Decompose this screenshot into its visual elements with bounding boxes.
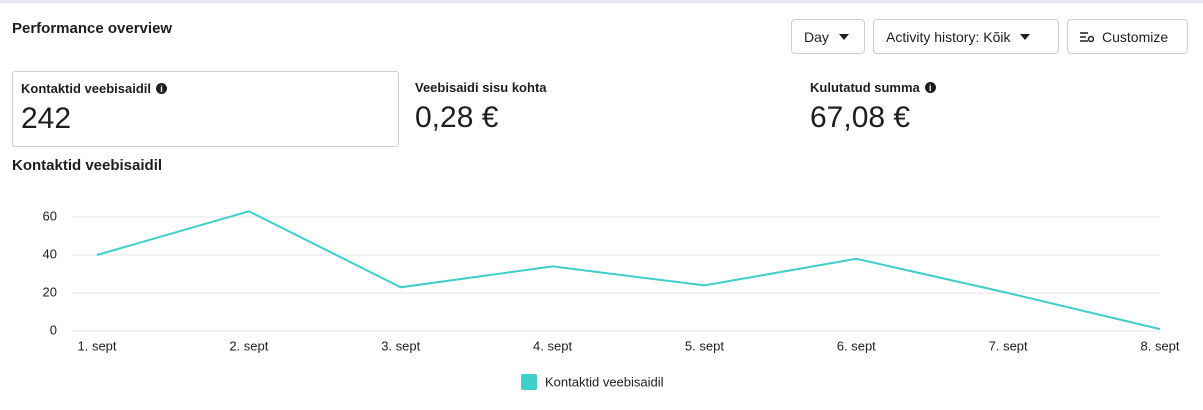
dropdown-icon xyxy=(1020,33,1031,40)
metric-card[interactable]: Kontaktid veebisaidil i 242 xyxy=(12,71,399,147)
metric-label: Kontaktid veebisaidil xyxy=(21,81,152,96)
x-tick-label: 3. sept xyxy=(381,338,420,353)
page-title: Performance overview xyxy=(12,20,173,37)
metric-label: Veebisaidi sisu kohta xyxy=(415,80,547,95)
x-tick-label: 4. sept xyxy=(533,338,572,353)
metric-card[interactable]: Veebisaidi sisu kohta 0,28 € xyxy=(407,71,787,147)
y-tick-label: 60 xyxy=(43,208,57,223)
y-tick-label: 0 xyxy=(50,322,57,337)
button-label: Customize xyxy=(1102,28,1169,45)
x-tick-label: 7. sept xyxy=(989,338,1028,353)
x-tick-label: 5. sept xyxy=(685,338,724,353)
x-tick-label: 8. sept xyxy=(1140,338,1179,353)
metric-label: Kulutatud summa xyxy=(810,80,920,95)
period-button[interactable]: Day xyxy=(791,19,865,54)
x-tick-label: 2. sept xyxy=(229,338,268,353)
metric-value: 242 xyxy=(21,102,72,135)
button-label: Day xyxy=(804,28,829,45)
metric-value: 0,28 € xyxy=(415,101,499,134)
top-border xyxy=(0,0,1203,3)
y-tick-label: 20 xyxy=(43,284,57,299)
y-tick-label: 40 xyxy=(43,246,57,261)
customize-icon xyxy=(1080,31,1094,42)
legend-swatch xyxy=(521,374,537,390)
x-tick-label: 1. sept xyxy=(77,338,116,353)
metric-value: 67,08 € xyxy=(810,101,911,134)
dropdown-icon xyxy=(838,33,849,40)
customize-button[interactable]: Customize xyxy=(1067,19,1188,54)
button-label: Activity history: Kõik xyxy=(886,28,1011,45)
x-tick-label: 6. sept xyxy=(837,338,876,353)
chart-title: Kontaktid veebisaidil xyxy=(12,157,163,174)
info-icon: i xyxy=(924,82,936,93)
metric-card[interactable]: Kulutatud summa i 67,08 € xyxy=(802,71,1182,147)
data-line xyxy=(96,210,1161,331)
info-icon: i xyxy=(156,83,168,94)
legend-label: Kontaktid veebisaidil xyxy=(545,374,664,389)
activity-button[interactable]: Activity history: Kõik xyxy=(873,19,1059,54)
